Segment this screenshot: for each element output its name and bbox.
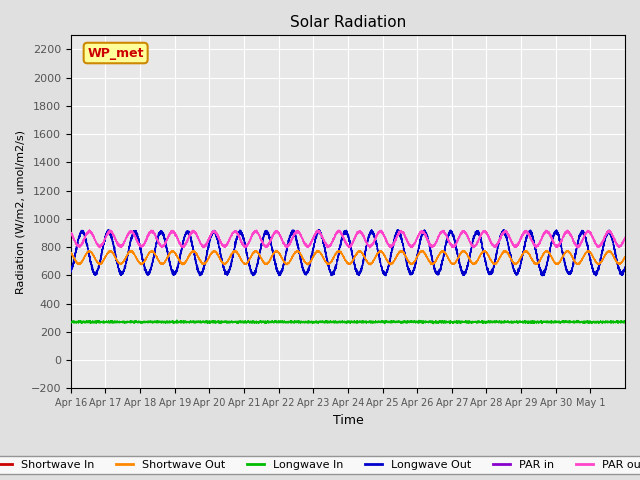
- X-axis label: Time: Time: [333, 414, 364, 427]
- Text: WP_met: WP_met: [88, 47, 144, 60]
- Legend: Shortwave In, Shortwave Out, Longwave In, Longwave Out, PAR in, PAR out: Shortwave In, Shortwave Out, Longwave In…: [0, 456, 640, 474]
- Title: Solar Radiation: Solar Radiation: [290, 15, 406, 30]
- Y-axis label: Radiation (W/m2, umol/m2/s): Radiation (W/m2, umol/m2/s): [15, 130, 25, 294]
